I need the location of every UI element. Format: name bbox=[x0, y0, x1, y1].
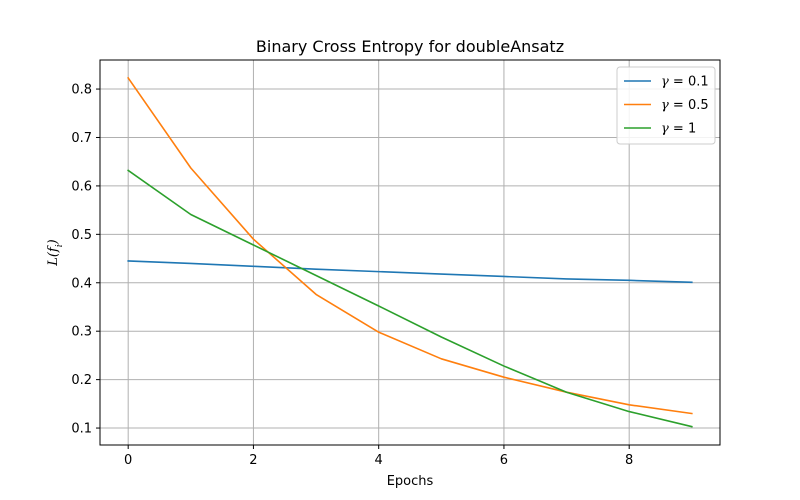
y-tick-label: 0.3 bbox=[71, 325, 92, 340]
y-tick-label: 0.6 bbox=[71, 179, 92, 194]
x-axis-title: Epochs bbox=[387, 474, 434, 489]
y-tick-label: 0.1 bbox=[71, 422, 92, 437]
axis-ticks: 0 2 4 6 8 0.1 0.2 0.3 0.4 0.5 0.6 0.7 0.8 bbox=[71, 83, 633, 468]
series-line-1 bbox=[127, 260, 693, 284]
legend-box bbox=[616, 66, 716, 145]
chart-title: Binary Cross Entropy for doubleAnsatz bbox=[256, 37, 564, 56]
x-tick-label: 8 bbox=[625, 453, 633, 468]
y-tick-label: 0.2 bbox=[71, 373, 92, 388]
x-tick-label: 4 bbox=[375, 453, 383, 468]
x-tick-label: 6 bbox=[500, 453, 508, 468]
legend-entry-2: γ = 0.5 bbox=[661, 98, 709, 113]
y-axis-title: L(fi) bbox=[46, 239, 65, 267]
legend: γ = 0.1 γ = 0.5 γ = 1 bbox=[616, 66, 716, 145]
y-tick-label: 0.8 bbox=[71, 83, 92, 98]
series-line-2 bbox=[127, 76, 693, 415]
plot-area-frame bbox=[99, 59, 721, 446]
y-tick-label: 0.7 bbox=[71, 131, 92, 146]
y-tick-label: 0.5 bbox=[71, 228, 92, 243]
legend-entry-3: γ = 1 bbox=[661, 122, 696, 137]
y-tick-label: 0.4 bbox=[71, 276, 92, 291]
x-tick-label: 0 bbox=[124, 453, 132, 468]
legend-entry-1: γ = 0.1 bbox=[661, 75, 709, 90]
series-lines bbox=[127, 76, 693, 428]
series-line-3 bbox=[127, 169, 693, 428]
x-tick-label: 2 bbox=[249, 453, 257, 468]
